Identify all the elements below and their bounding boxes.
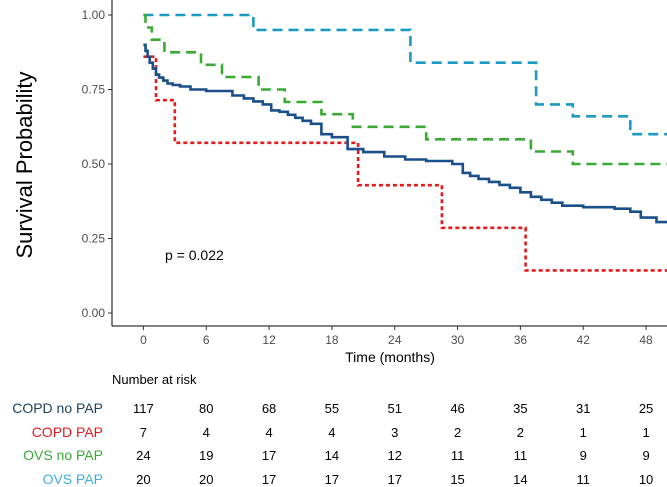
x-tick-label: 18 bbox=[325, 333, 339, 347]
risk-count: 15 bbox=[450, 472, 464, 487]
risk-count: 11 bbox=[514, 448, 528, 463]
risk-count: 1 bbox=[642, 425, 649, 440]
risk-row-label: OVS no PAP bbox=[23, 447, 103, 463]
y-tick-label: 0.25 bbox=[82, 232, 106, 246]
risk-count: 17 bbox=[262, 448, 276, 463]
x-tick-label: 48 bbox=[639, 333, 653, 347]
curve-copd-no-pap bbox=[143, 43, 667, 224]
risk-count: 14 bbox=[325, 448, 339, 463]
risk-count: 3 bbox=[391, 425, 398, 440]
risk-count: 17 bbox=[388, 472, 402, 487]
risk-count: 2 bbox=[517, 425, 524, 440]
risk-count: 4 bbox=[328, 425, 335, 440]
risk-count: 9 bbox=[642, 448, 649, 463]
risk-count: 1 bbox=[580, 425, 587, 440]
risk-count: 46 bbox=[450, 401, 464, 416]
x-tick-label: 0 bbox=[140, 333, 147, 347]
risk-count: 80 bbox=[199, 401, 213, 416]
curve-ovs-pap bbox=[143, 13, 667, 136]
x-tick-label: 30 bbox=[451, 333, 465, 347]
survival-curves bbox=[143, 13, 667, 272]
x-tick-label: 42 bbox=[577, 333, 591, 347]
risk-count: 117 bbox=[133, 401, 154, 416]
p-value-annotation: p = 0.022 bbox=[165, 247, 224, 263]
risk-row-label: COPD PAP bbox=[32, 424, 103, 440]
risk-count: 17 bbox=[262, 472, 276, 487]
y-tick-label: 0.75 bbox=[82, 83, 106, 97]
y-axis-title: Survival Probability bbox=[12, 71, 37, 258]
x-tick-label: 24 bbox=[388, 333, 402, 347]
y-tick-label: 0.50 bbox=[82, 157, 106, 171]
risk-count: 11 bbox=[576, 472, 590, 487]
risk-count: 17 bbox=[325, 472, 339, 487]
risk-count: 20 bbox=[199, 472, 213, 487]
y-tick-label: 0.00 bbox=[82, 306, 106, 320]
risk-count: 51 bbox=[388, 401, 402, 416]
risk-count: 7 bbox=[140, 425, 147, 440]
risk-count: 11 bbox=[451, 448, 465, 463]
risk-count: 2 bbox=[454, 425, 461, 440]
axes: 0.00 0.25 0.50 0.75 1.00 0 6 12 18 24 30 36 42 48 bbox=[82, 0, 667, 347]
risk-count: 35 bbox=[513, 401, 527, 416]
risk-row-label: COPD no PAP bbox=[12, 400, 103, 416]
risk-count: 20 bbox=[136, 472, 150, 487]
x-axis-title: Time (months) bbox=[345, 349, 435, 365]
risk-count: 25 bbox=[639, 401, 653, 416]
y-tick-label: 1.00 bbox=[82, 8, 106, 22]
risk-count: 24 bbox=[136, 448, 150, 463]
risk-table-title: Number at risk bbox=[112, 372, 197, 387]
risk-row-label: OVS PAP bbox=[43, 471, 103, 487]
risk-count: 4 bbox=[265, 425, 272, 440]
risk-count: 4 bbox=[203, 425, 210, 440]
x-tick-label: 36 bbox=[514, 333, 528, 347]
risk-count: 10 bbox=[639, 472, 653, 487]
x-tick-label: 12 bbox=[262, 333, 276, 347]
curve-ovs-no-pap bbox=[143, 13, 667, 166]
risk-count: 19 bbox=[199, 448, 213, 463]
risk-count: 31 bbox=[576, 401, 590, 416]
curve-copd-pap bbox=[143, 55, 667, 272]
risk-count: 9 bbox=[580, 448, 587, 463]
x-tick-label: 6 bbox=[203, 333, 210, 347]
risk-count: 12 bbox=[388, 448, 402, 463]
risk-count: 55 bbox=[325, 401, 339, 416]
risk-count: 14 bbox=[513, 472, 527, 487]
risk-count: 68 bbox=[262, 401, 276, 416]
